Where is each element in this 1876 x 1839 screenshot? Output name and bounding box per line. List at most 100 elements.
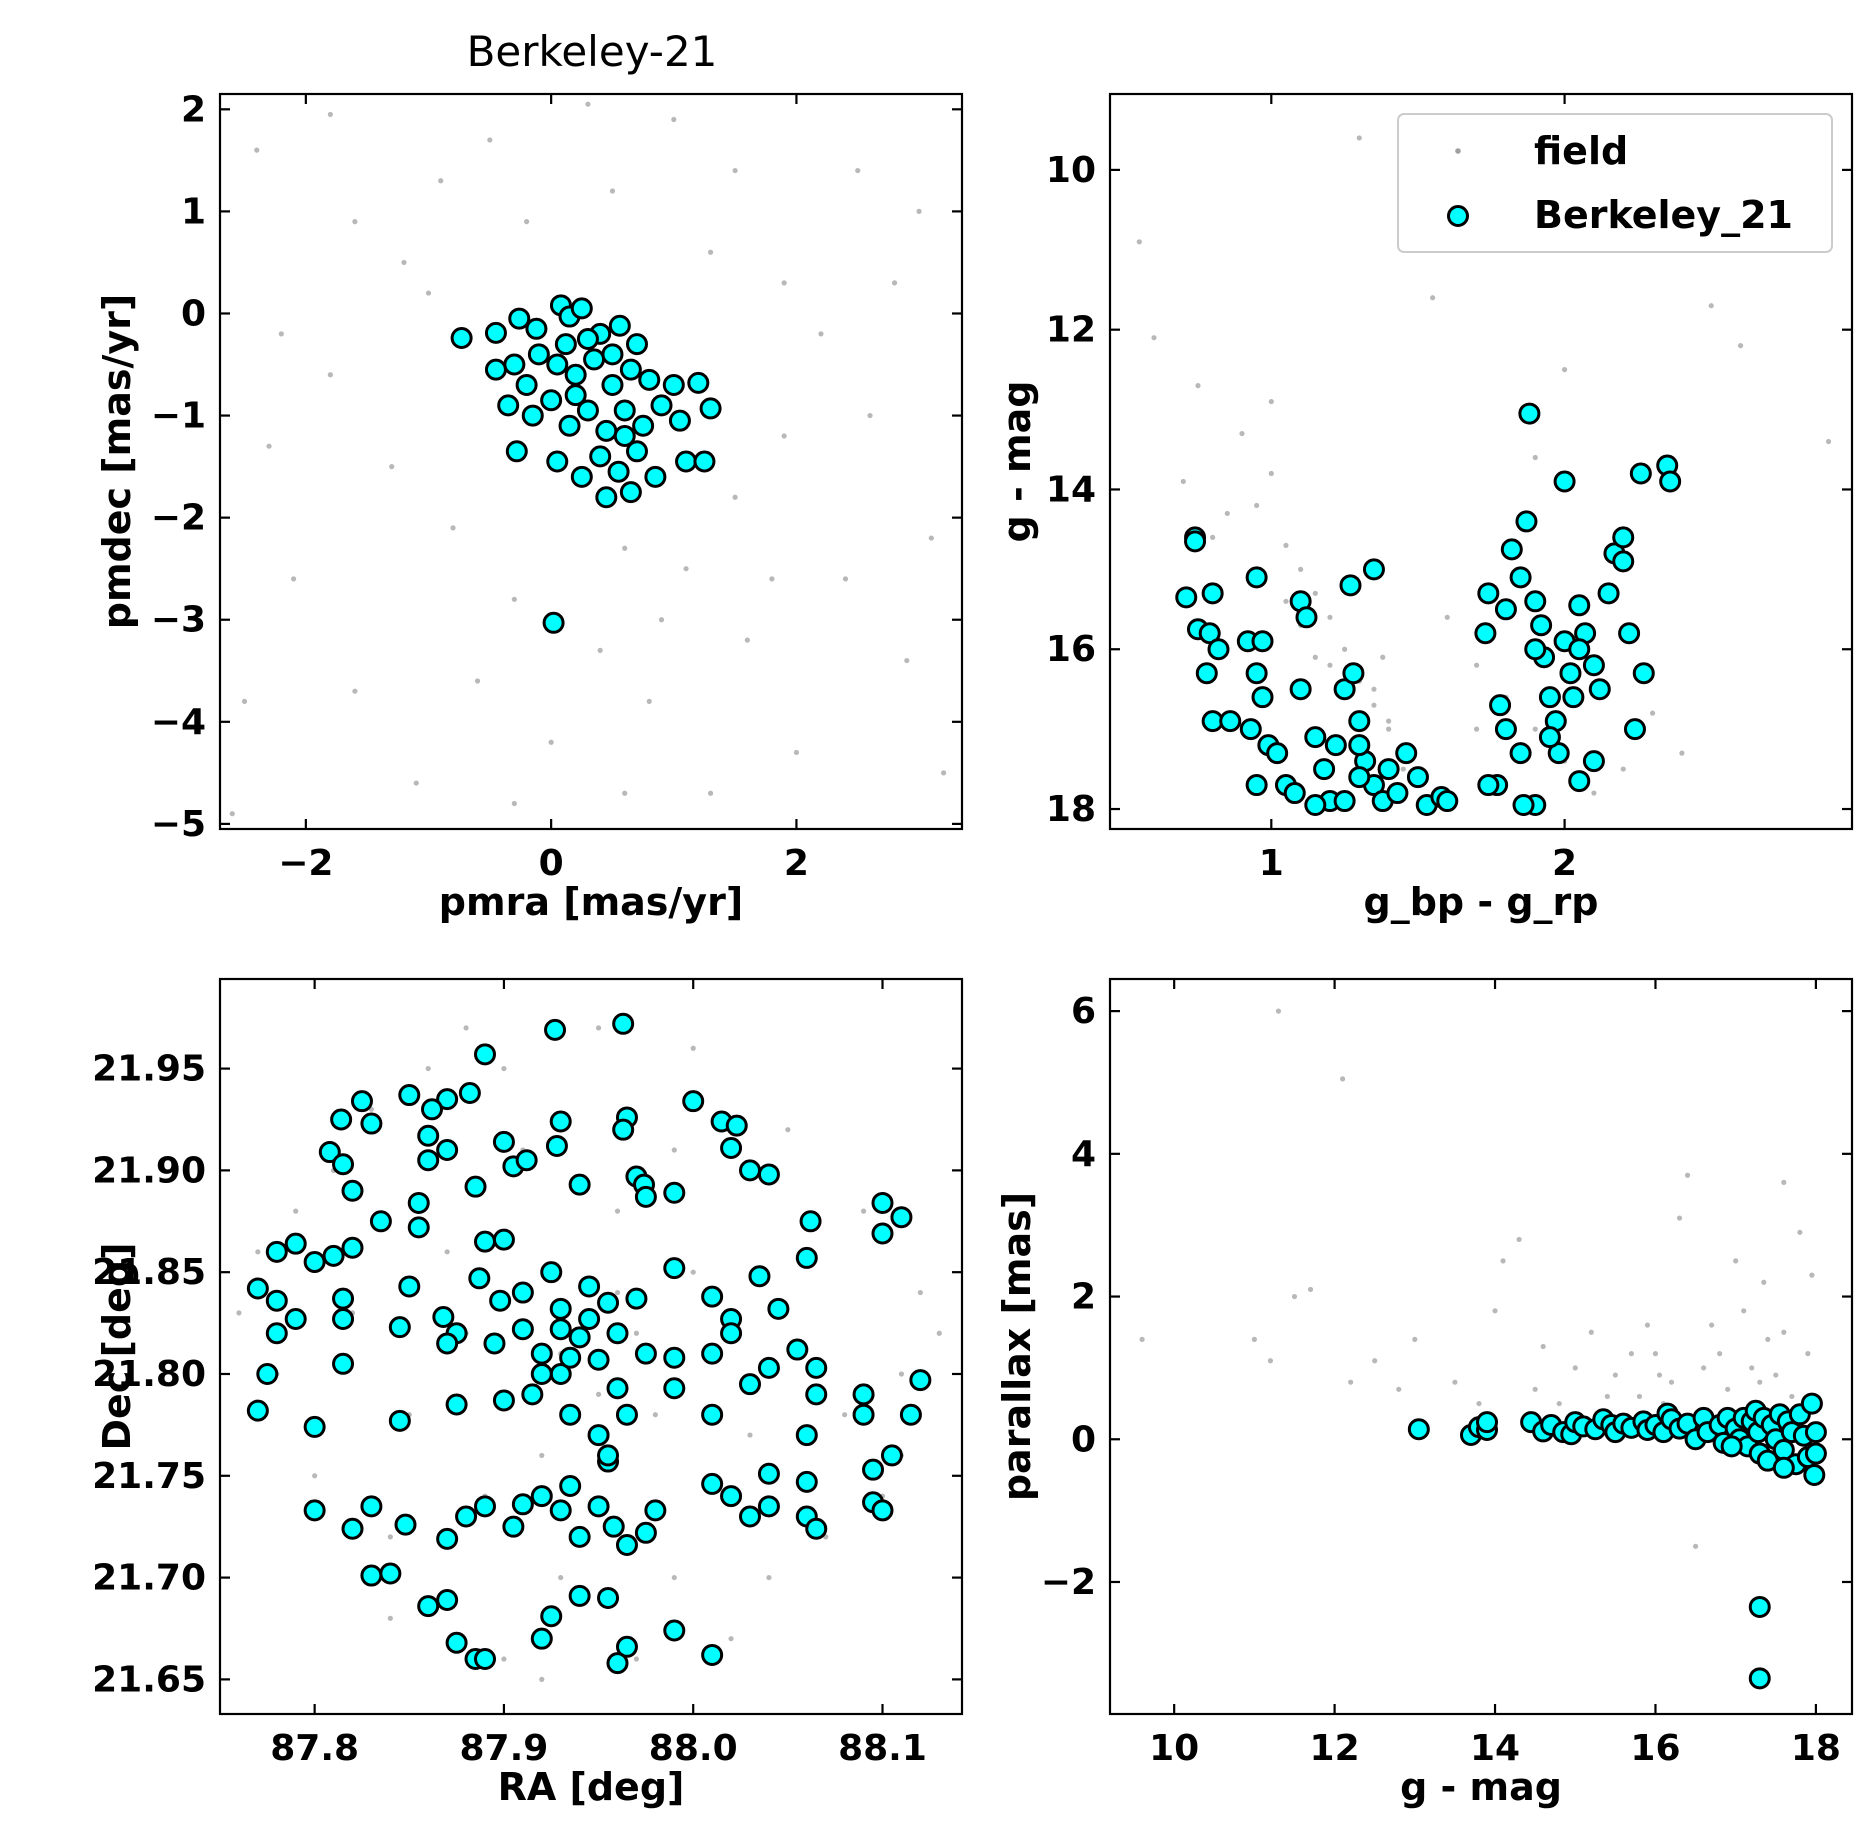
cluster-point [663, 1257, 686, 1280]
cluster-point [625, 1287, 648, 1310]
cluster-point [492, 1389, 515, 1412]
field-point [1342, 646, 1348, 652]
field-point [1620, 766, 1626, 772]
cluster-point [1538, 686, 1561, 709]
field-point [622, 790, 628, 796]
y-tick-label: 4 [1071, 1134, 1096, 1175]
y-tick-label: 21.70 [92, 1558, 206, 1599]
field-point [891, 280, 898, 286]
field-point [1761, 1279, 1767, 1285]
legend-cluster-marker [1447, 205, 1469, 227]
cluster-point [1804, 1442, 1827, 1465]
cluster-point [1559, 662, 1582, 685]
legend: field Berkeley_21 [1397, 113, 1833, 253]
cluster-point [899, 1403, 922, 1426]
x-tick-label: 2 [784, 843, 809, 884]
cluster-point [458, 1082, 481, 1105]
cluster-point [474, 1495, 496, 1518]
cluster-point [265, 1289, 288, 1312]
cluster-point [612, 1012, 635, 1035]
y-tick-label: −4 [151, 702, 206, 743]
cluster-point [615, 1403, 638, 1426]
cluster-point [398, 1084, 421, 1107]
cluster-point [564, 363, 587, 386]
field-series [1139, 1008, 1815, 1549]
field-point [1195, 383, 1201, 389]
field-point [1180, 478, 1186, 485]
field-point [671, 1147, 677, 1153]
cluster-point [360, 1564, 383, 1587]
cluster-point [597, 1291, 620, 1314]
cluster-point [795, 1470, 818, 1493]
cluster-point [601, 373, 624, 396]
y-tick-label: 21.95 [92, 1049, 206, 1090]
cluster-point [484, 321, 507, 344]
cluster-point [757, 1356, 780, 1379]
cluster-point [720, 1322, 743, 1345]
field-point [781, 280, 787, 286]
field-point [1254, 502, 1260, 509]
cluster-point [1512, 794, 1535, 817]
field-point [585, 101, 591, 107]
cluster-point [332, 1308, 355, 1331]
cluster-point [650, 394, 673, 417]
cluster-point [701, 1403, 724, 1426]
cluster-point [350, 1090, 373, 1113]
cluster-point [1245, 774, 1268, 797]
cluster-point [1476, 1411, 1499, 1434]
field-point [474, 678, 481, 684]
cluster-point [1612, 550, 1635, 573]
cluster-point [559, 1403, 582, 1426]
cluster-point [739, 1505, 761, 1528]
cluster-point [578, 1275, 601, 1298]
field-point [1532, 454, 1538, 461]
cluster-series [1175, 402, 1682, 817]
field-point [1628, 1351, 1635, 1357]
cluster-point [587, 1348, 610, 1371]
field-point [1476, 1400, 1482, 1407]
cluster-point [436, 1139, 459, 1162]
field-point [633, 1656, 640, 1662]
cluster-point [1474, 622, 1497, 645]
cluster-point [1304, 794, 1327, 817]
cluster-series [1407, 1392, 1827, 1690]
cluster-point [597, 1586, 620, 1609]
y-tick-label: −3 [151, 600, 206, 641]
field-point [728, 1636, 734, 1642]
field-point [690, 1269, 696, 1275]
cluster-point [576, 399, 599, 422]
cluster-point [1588, 678, 1611, 701]
cluster-point [602, 1515, 625, 1538]
cluster-point [805, 1356, 828, 1379]
field-point [401, 259, 407, 266]
cluster-point [341, 1517, 364, 1540]
field-point [658, 617, 665, 623]
y-tick-label: 16 [1046, 629, 1096, 670]
field-point [747, 1432, 753, 1438]
cluster-point [436, 1527, 459, 1550]
cluster-point [1477, 582, 1500, 605]
cluster-point [625, 333, 648, 356]
cluster-point [701, 1285, 724, 1308]
cluster-point [1524, 638, 1547, 661]
y-tick-label: 2 [1071, 1277, 1096, 1318]
cluster-point [511, 1493, 534, 1516]
cluster-point [1568, 594, 1591, 617]
cluster-point [505, 440, 528, 463]
cluster-point [436, 1088, 459, 1111]
field-series [236, 1025, 942, 1682]
cluster-point [1195, 662, 1218, 685]
cluster-point [1623, 718, 1646, 741]
field-point [1474, 662, 1480, 668]
field-point [867, 412, 873, 419]
cluster-point [445, 1631, 468, 1654]
cluster-point [525, 317, 548, 340]
y-tick-label: 18 [1046, 789, 1096, 830]
field-point [936, 1330, 942, 1336]
cluster-point [265, 1240, 288, 1263]
field-point [1136, 239, 1142, 245]
cluster-point [613, 399, 636, 422]
cluster-point [568, 1173, 591, 1196]
cluster-point [546, 353, 569, 376]
cluster-point [521, 1383, 544, 1406]
